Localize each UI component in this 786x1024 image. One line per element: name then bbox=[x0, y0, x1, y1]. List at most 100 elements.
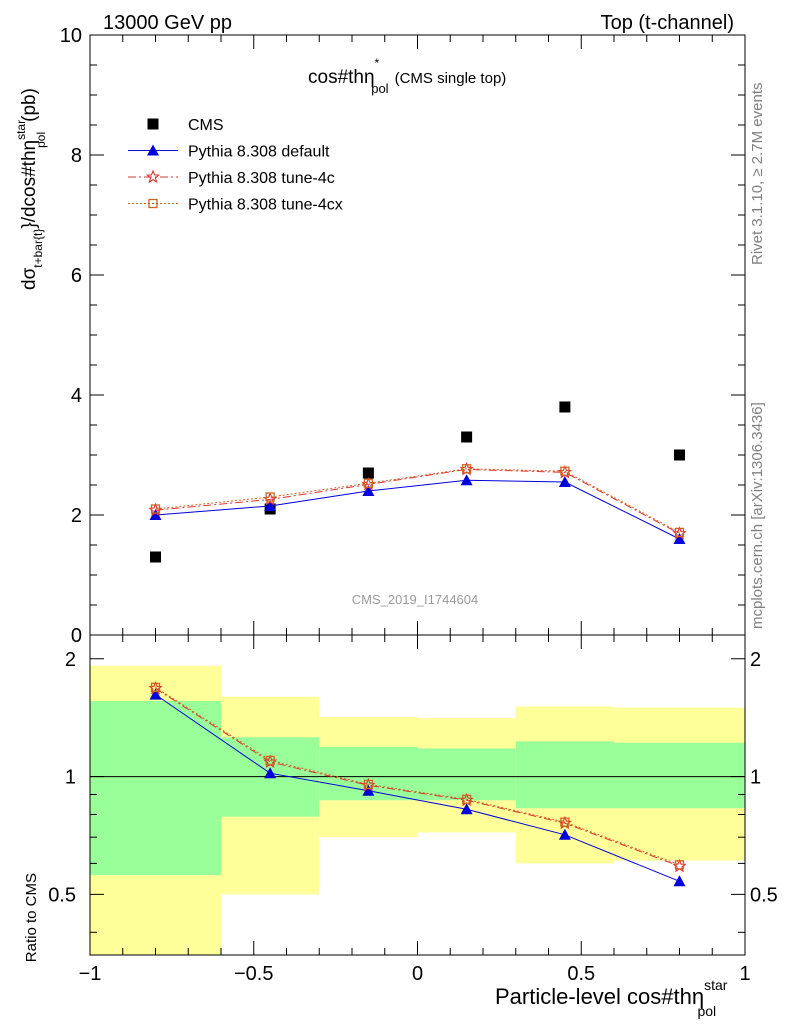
ratio-point bbox=[558, 828, 571, 840]
main-ylabel-mid: }/dcos#thη bbox=[19, 140, 40, 229]
legend-marker bbox=[147, 144, 159, 156]
legend-label: Pythia 8.308 tune-4cx bbox=[188, 197, 343, 214]
ratio-xlabel-sup: star bbox=[704, 977, 728, 993]
main-point bbox=[461, 431, 473, 443]
ratio-point bbox=[265, 755, 275, 766]
ratio-point bbox=[149, 688, 162, 700]
main-series-0 bbox=[150, 401, 685, 563]
main-point bbox=[150, 551, 161, 563]
main-title-sub: pol bbox=[371, 81, 388, 96]
main-point bbox=[264, 500, 277, 511]
main-point bbox=[674, 527, 685, 538]
ratio-series bbox=[148, 680, 687, 887]
main-point bbox=[674, 449, 685, 461]
main-title-tail: (CMS single top) bbox=[395, 70, 507, 87]
main-ylabel-unit: (pb) bbox=[19, 88, 40, 122]
mcplots-label: mcplots.cern.ch [arXiv:1306.3436] bbox=[749, 402, 766, 629]
ratio-xlabel-sub: pol bbox=[697, 1003, 716, 1019]
legend-label: Pythia 8.308 default bbox=[188, 144, 330, 161]
legend-marker bbox=[147, 118, 159, 130]
ratio-xtick-label: −1 bbox=[79, 963, 102, 985]
main-title: cos#thη* pol (CMS single top) bbox=[308, 56, 506, 96]
ratio-point bbox=[674, 860, 685, 870]
ratio-point bbox=[362, 784, 375, 796]
main-ytick-label: 8 bbox=[71, 145, 82, 167]
main-ytick-label: 4 bbox=[71, 385, 82, 407]
main-point bbox=[149, 509, 162, 520]
ratio-band-green bbox=[417, 748, 516, 801]
main-series-line bbox=[155, 468, 680, 533]
main-ylabel: dσt+bar{t}}/dcos#thηstar pol (pb) bbox=[14, 88, 48, 290]
main-title-sup: * bbox=[375, 56, 380, 70]
main-point bbox=[363, 478, 374, 488]
main-ylabel-sup: star bbox=[14, 120, 28, 140]
main-point bbox=[265, 492, 275, 502]
ratio-point bbox=[363, 779, 374, 790]
main-point bbox=[673, 533, 686, 544]
legend-label: Pythia 8.308 tune-4c bbox=[188, 170, 335, 187]
ratio-xtick-label: −0.5 bbox=[234, 963, 273, 985]
ratio-band-green bbox=[614, 742, 745, 809]
ratio-panel: 0.5 0.5 1 1 2 2 −1 −0.5 0 0.5 1 Ratio to CMS Parti… bbox=[23, 634, 778, 1019]
ratio-xlabel-main: Particle-level cos#thη bbox=[495, 984, 704, 1009]
ratio-xtick-label: 0.5 bbox=[567, 963, 595, 985]
ratio-point bbox=[461, 794, 472, 804]
main-ytick-label: 2 bbox=[71, 505, 82, 527]
legend-marker bbox=[145, 169, 161, 184]
watermark: CMS_2019_I1744604 bbox=[352, 592, 479, 607]
rivet-label: Rivet 3.1.10, ≥ 2.7M events bbox=[749, 83, 766, 266]
ratio-xtick-label: 1 bbox=[739, 963, 750, 985]
ratio-point bbox=[264, 767, 277, 779]
main-ylabel-sub1: t+bar{t} bbox=[31, 229, 45, 268]
ratio-series-0 bbox=[149, 688, 686, 887]
ratio-band-green bbox=[90, 700, 221, 876]
ratio-ytick-label-right: 0.5 bbox=[750, 884, 778, 906]
main-ticks: 0 2 4 6 8 10 bbox=[60, 25, 746, 647]
main-series-line bbox=[155, 479, 680, 540]
ratio-ytick-label-right: 2 bbox=[750, 649, 761, 671]
main-series-2 bbox=[148, 461, 687, 540]
main-point bbox=[362, 467, 374, 479]
ratio-xtick-label: 0 bbox=[412, 963, 423, 985]
legend: CMS Pythia 8.308 default Pythia 8.308 tune… bbox=[128, 117, 343, 214]
ratio-band-green bbox=[515, 741, 614, 809]
main-ytick-label: 10 bbox=[60, 25, 82, 47]
ratio-point bbox=[560, 817, 570, 827]
main-series-3 bbox=[150, 464, 685, 538]
ratio-ytick-label: 2 bbox=[65, 649, 76, 671]
ratio-ytick-label: 1 bbox=[65, 767, 76, 789]
ratio-ytick-label: 0.5 bbox=[48, 884, 76, 906]
ratio-ylabel: Ratio to CMS bbox=[23, 873, 40, 962]
main-point bbox=[461, 464, 472, 474]
main-series-line bbox=[155, 468, 680, 535]
main-ytick-label: 6 bbox=[71, 265, 82, 287]
main-title-main: cos#thη bbox=[308, 67, 375, 88]
main-point bbox=[560, 466, 570, 476]
ratio-series-2 bbox=[150, 682, 685, 870]
ratio-series-line bbox=[155, 686, 680, 866]
main-series-1 bbox=[149, 474, 686, 544]
main-series bbox=[148, 401, 687, 563]
main-point bbox=[150, 504, 161, 514]
ratio-point bbox=[460, 803, 473, 815]
main-point bbox=[559, 401, 571, 413]
ratio-point bbox=[150, 682, 161, 693]
main-point bbox=[460, 474, 473, 486]
main-point bbox=[362, 485, 375, 496]
main-ylabel-main: dσ bbox=[19, 267, 40, 290]
ratio-series-line bbox=[155, 694, 680, 882]
legend-marker bbox=[148, 198, 158, 209]
main-panel: 0 2 4 6 8 10 cos#thη* pol (CMS single top) dσt+… bbox=[14, 25, 746, 647]
main-ytick-label: 0 bbox=[71, 625, 82, 647]
ratio-ytick-label-right: 1 bbox=[750, 767, 761, 789]
header-right: Top (t-channel) bbox=[601, 12, 734, 34]
header-left: 13000 GeV pp bbox=[103, 12, 232, 34]
ratio-series-line bbox=[155, 687, 680, 867]
ratio-xlabel: Particle-level cos#thηstar pol bbox=[495, 977, 728, 1019]
main-point bbox=[558, 476, 571, 487]
legend-label: CMS bbox=[188, 117, 224, 134]
main-ylabel-sub2: pol bbox=[34, 132, 48, 148]
ratio-ticks: 0.5 0.5 1 1 2 2 −1 −0.5 0 0.5 1 bbox=[48, 635, 778, 985]
ratio-point bbox=[673, 875, 686, 887]
